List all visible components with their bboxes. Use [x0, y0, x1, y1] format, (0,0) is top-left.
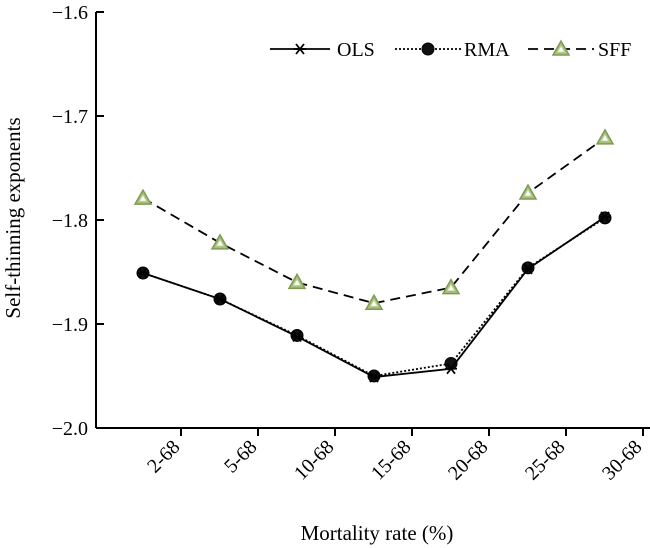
x-tick-label: 5-68 — [220, 436, 261, 477]
data-point-sff — [595, 128, 615, 145]
x-tick-label: 20-68 — [444, 436, 493, 485]
data-point-ols — [368, 371, 380, 383]
marker-stroke — [295, 43, 305, 55]
marker-stroke — [600, 211, 610, 223]
series-sff — [133, 128, 615, 310]
legend-item-rma: RMA — [395, 39, 510, 61]
y-tick-label: −2.0 — [52, 418, 88, 440]
series-layer — [133, 128, 615, 383]
x-tick-label: 30-68 — [598, 436, 647, 485]
data-point-ols — [214, 293, 226, 305]
data-point-ols — [445, 363, 457, 375]
data-point-sff — [364, 293, 384, 310]
asterisk-marker — [137, 267, 149, 279]
asterisk-marker — [214, 293, 226, 305]
y-tick-label: −1.7 — [52, 106, 88, 128]
legend: OLS RMA SFF — [270, 39, 631, 61]
circle-marker — [421, 42, 435, 56]
data-point-sff — [210, 233, 230, 250]
y-axis-title: Self-thinning exponents — [1, 117, 25, 318]
asterisk-marker — [599, 211, 611, 223]
legend-label: SFF — [598, 39, 631, 61]
legend-label: OLS — [337, 39, 375, 61]
data-point-sff — [441, 278, 461, 295]
triangle-marker-inner — [292, 278, 302, 286]
marker-stroke — [446, 363, 456, 375]
triangle-marker-inner — [369, 299, 379, 307]
triangle-marker-inner — [215, 239, 225, 247]
x-tick-label: 25-68 — [521, 436, 570, 485]
triangle-marker-inner — [446, 283, 456, 291]
y-tick-label: −1.8 — [52, 210, 88, 232]
data-point-sff — [133, 188, 153, 205]
asterisk-marker — [291, 330, 303, 343]
data-point-ols — [522, 263, 534, 275]
marker-stroke — [138, 267, 148, 279]
x-tick-label: 15-68 — [367, 436, 416, 485]
data-point-ols — [599, 211, 611, 223]
marker-stroke — [523, 263, 533, 275]
asterisk-marker — [445, 363, 457, 375]
triangle-marker-inner — [138, 194, 148, 202]
axes: −2.0 −1.9 −1.8 −1.7 −1.6 2-68 5-68 10-68 15-68 20… — [52, 2, 650, 485]
data-point-sff — [518, 183, 538, 200]
asterisk-marker — [368, 371, 380, 383]
legend-item-sff: SFF — [528, 39, 631, 61]
x-axis-title: Mortality rate (%) — [301, 521, 454, 545]
marker-stroke — [215, 293, 225, 305]
asterisk-marker — [522, 263, 534, 275]
x-tick-label: 10-68 — [290, 436, 339, 485]
y-tick-label: −1.6 — [52, 2, 88, 24]
series-line-sff — [142, 137, 606, 305]
triangle-marker-inner — [556, 45, 566, 53]
triangle-marker-inner — [600, 134, 610, 142]
marker-stroke — [369, 371, 379, 383]
x-tick-label: 2-68 — [143, 436, 184, 477]
data-point-sff — [287, 272, 307, 290]
y-tick-label: −1.9 — [52, 314, 88, 336]
triangle-marker-inner — [523, 189, 533, 197]
data-point-ols — [291, 330, 303, 343]
asterisk-marker — [294, 43, 306, 55]
legend-item-ols: OLS — [270, 39, 375, 61]
legend-label: RMA — [464, 39, 510, 61]
series-ols — [137, 211, 611, 383]
data-point-ols — [137, 267, 149, 279]
marker-stroke — [292, 330, 302, 343]
